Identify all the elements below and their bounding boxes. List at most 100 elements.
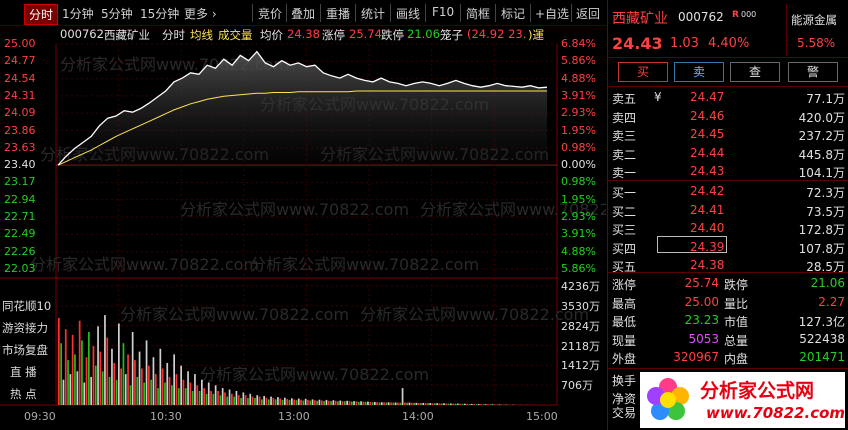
volume-bar (291, 398, 293, 405)
ask-volume: 77.1万 (806, 92, 845, 106)
sector-change: 5.58% (797, 36, 836, 50)
volume-bar (261, 399, 263, 405)
volume-bar (447, 403, 450, 405)
order-book-row[interactable]: 卖五 ¥24.47 77.1万 (608, 88, 848, 106)
tab-more[interactable]: 更多 › (184, 7, 217, 21)
stats-button[interactable]: 统计 (361, 7, 386, 21)
order-book-row[interactable]: 买一 24.42 72.3万 (608, 182, 848, 200)
volume-bar (332, 400, 335, 405)
volume-bar (111, 348, 113, 405)
volume-bar (337, 401, 339, 405)
volume-bar (443, 403, 445, 405)
volume-bar (180, 365, 182, 405)
volume-bar (244, 395, 247, 405)
price-tick: 22.71 (4, 210, 36, 224)
bid-level-label: 买四 (612, 241, 637, 256)
rz-badge: R (732, 10, 739, 20)
volume-bar (383, 402, 385, 405)
add-watchlist-button[interactable]: +自选 (535, 7, 570, 21)
percent-tick: 2.93% (561, 210, 596, 224)
order-book-row[interactable]: 买三 24.40 172.8万 (608, 219, 848, 237)
mark-button[interactable]: 标记 (501, 7, 526, 21)
draw-line-button[interactable]: 画线 (396, 7, 421, 21)
watermark-text: 分析家公式网www.70822.com (420, 200, 606, 219)
hot-money-button[interactable]: 游资接力 (2, 321, 48, 335)
price-area (58, 51, 547, 166)
volume-bar (311, 399, 314, 405)
volume-bar (196, 385, 199, 405)
volume-bar (207, 382, 210, 405)
overlay-button[interactable]: 叠加 (291, 7, 316, 21)
ask-level-label: 卖二 (612, 147, 637, 162)
sector-box[interactable]: 能源金属 5.58% (786, 4, 848, 56)
stat-label: 量比 (724, 296, 749, 311)
ask-price: 24.44 (690, 145, 725, 160)
volume-bar (233, 396, 235, 405)
volume-bar (279, 398, 282, 405)
volume-bar (226, 396, 229, 405)
trading-label: 交易 (612, 406, 637, 420)
order-book-row[interactable]: 买四 24.39 107.8万 (608, 238, 848, 256)
auction-button[interactable]: 竞价 (258, 7, 283, 21)
order-book-row[interactable]: 买二 24.41 73.5万 (608, 201, 848, 219)
stat-label: 涨停 (612, 278, 637, 292)
volume-bar (92, 346, 95, 405)
volume-bar (304, 398, 307, 405)
volume-bar (267, 399, 270, 405)
watermark-text: 分析家公式网www.70822.com (180, 200, 409, 219)
bid-volume: 172.8万 (798, 223, 845, 237)
volume-tick: 2118万 (561, 339, 600, 353)
volume-bar (90, 376, 92, 405)
volume-bar (427, 403, 429, 405)
buy-button[interactable]: 买 (618, 62, 668, 82)
volume-bar (364, 401, 367, 405)
order-book-row[interactable]: 卖二 24.44 445.8万 (608, 144, 848, 162)
alert-button[interactable]: 警 (788, 62, 838, 82)
bid-level-label: 买一 (612, 186, 637, 200)
volume-bar (318, 399, 321, 405)
volume-bar (371, 402, 374, 405)
volume-bar (281, 399, 284, 405)
volume-bar (355, 401, 358, 405)
volume-tick: 3530万 (561, 299, 600, 313)
volume-bar (480, 404, 482, 405)
ths10-button[interactable]: 同花顺10 (2, 299, 52, 313)
volume-bar (415, 402, 418, 405)
price-tick: 24.31 (4, 88, 36, 102)
query-button[interactable]: 查 (730, 62, 780, 82)
header-mode: 分时 (162, 28, 185, 42)
order-book-row[interactable]: 卖三 24.45 237.2万 (608, 125, 848, 143)
live-button[interactable]: 直 播 (10, 365, 37, 379)
market-review-button[interactable]: 市场复盘 (2, 343, 48, 357)
order-book-row[interactable]: 卖四 24.46 420.0万 (608, 107, 848, 125)
volume-bar (277, 397, 279, 405)
ask-volume: 104.1万 (798, 166, 845, 180)
order-book-row[interactable]: 买五 24.38 28.5万 (608, 256, 848, 274)
tab-5min[interactable]: 5分钟 (101, 7, 133, 21)
bid-volume: 28.5万 (806, 260, 845, 274)
simple-frame-button[interactable]: 简框 (466, 7, 491, 21)
volume-bar (404, 402, 406, 405)
tab-intraday[interactable]: 分时 (24, 4, 59, 25)
price-change-pct: 4.40% (708, 36, 750, 51)
selected-bid-box (657, 236, 727, 253)
volume-bar (191, 391, 194, 405)
tab-1min[interactable]: 1分钟 (62, 7, 94, 21)
volume-bar (247, 398, 249, 405)
quote-panel: 西藏矿业 000762 R 000 能源金属 5.58% 24.43 1.03 … (607, 0, 848, 430)
sell-button[interactable]: 卖 (674, 62, 724, 82)
volume-bar (258, 396, 261, 405)
volume-bar (323, 401, 325, 405)
back-button[interactable]: 返回 (576, 7, 601, 21)
volume-bar (489, 404, 491, 405)
order-book-row[interactable]: 卖一 24.43 104.1万 (608, 162, 848, 180)
replay-button[interactable]: 重播 (326, 7, 351, 21)
hotspot-button[interactable]: 热 点 (10, 387, 37, 401)
limit-up-label: 涨停 (322, 28, 345, 42)
bid-price: 24.42 (690, 184, 725, 198)
tab-15min[interactable]: 15分钟 (140, 7, 180, 21)
bid-price: 24.41 (690, 202, 725, 217)
stat-value: 320967 (673, 350, 719, 364)
f10-button[interactable]: F10 (432, 5, 455, 19)
volume-bar (399, 402, 402, 405)
